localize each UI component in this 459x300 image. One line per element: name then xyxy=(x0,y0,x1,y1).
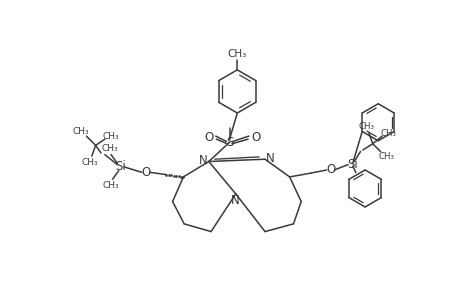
Text: O: O xyxy=(326,164,335,176)
Text: S: S xyxy=(225,136,233,149)
Text: CH₃: CH₃ xyxy=(227,50,246,59)
Text: Si: Si xyxy=(347,158,358,171)
Text: CH₃: CH₃ xyxy=(378,152,394,160)
Text: CH₃: CH₃ xyxy=(82,158,98,167)
Text: N: N xyxy=(199,154,207,167)
Text: CH₃: CH₃ xyxy=(358,122,374,131)
Text: CH₃: CH₃ xyxy=(101,144,118,153)
Text: CH₃: CH₃ xyxy=(73,127,89,136)
Text: CH₃: CH₃ xyxy=(102,132,119,141)
Text: N: N xyxy=(231,194,240,206)
Text: CH₃: CH₃ xyxy=(380,128,395,137)
Text: O: O xyxy=(204,131,213,144)
Text: N: N xyxy=(265,152,274,165)
Text: O: O xyxy=(141,166,150,179)
Text: O: O xyxy=(251,131,260,144)
Text: Si: Si xyxy=(115,160,125,173)
Text: CH₃: CH₃ xyxy=(102,181,119,190)
